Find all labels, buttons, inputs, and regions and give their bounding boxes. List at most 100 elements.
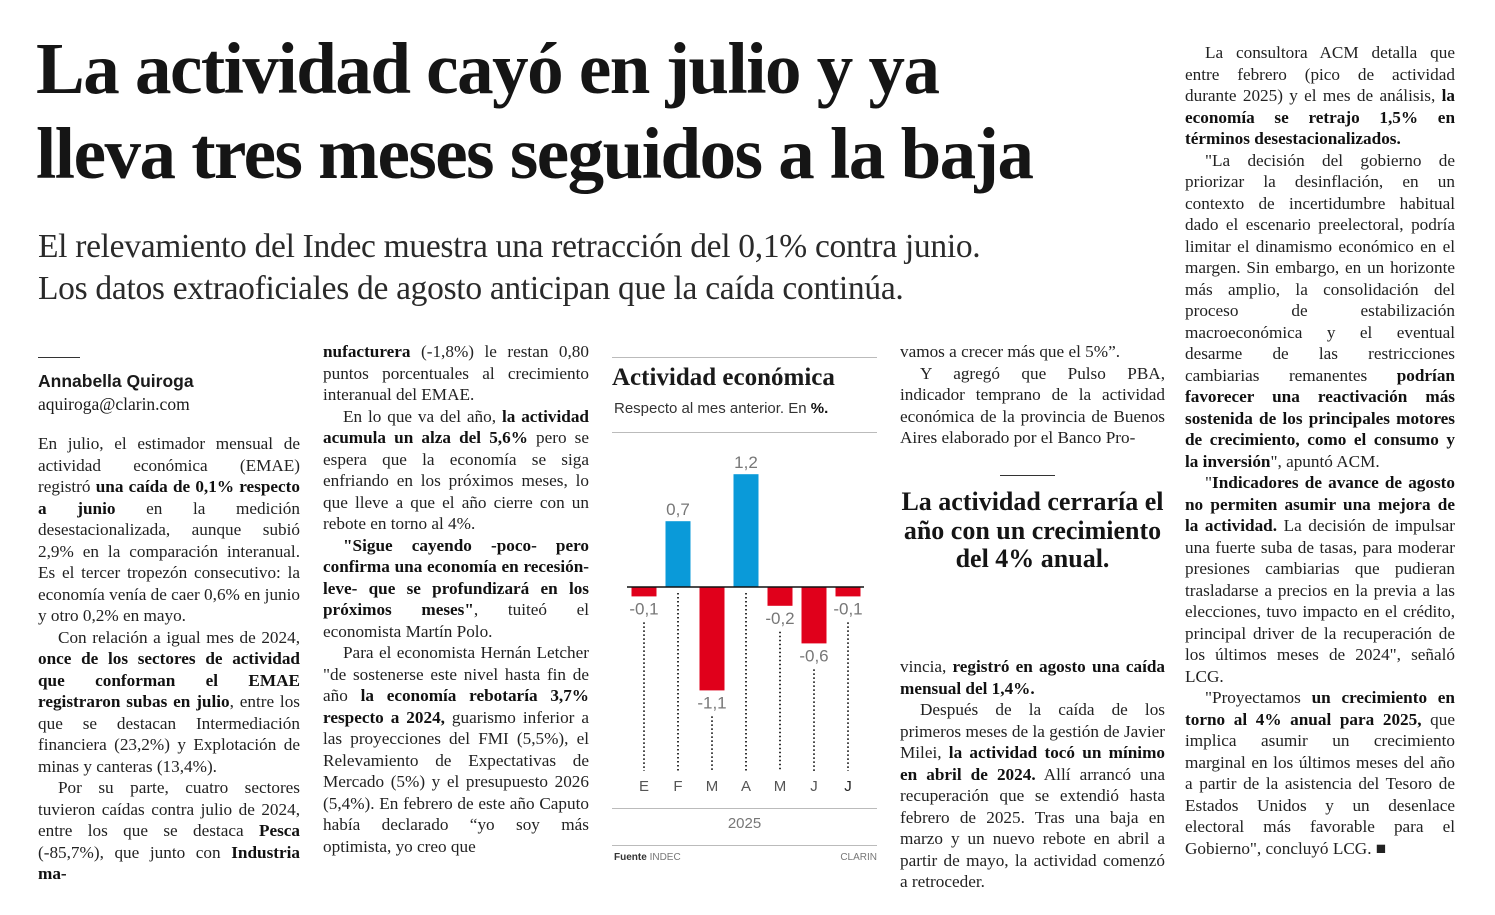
data-label: -0,1: [833, 599, 862, 618]
paragraph: "Indicadores de avance de agosto no perm…: [1185, 472, 1455, 687]
chart-subtitle: Respecto al mes anterior. En %.: [614, 400, 828, 417]
bold-text: la actividad tocó un mínimo en abril de …: [900, 743, 1165, 784]
author-name: Annabella Quiroga: [38, 371, 194, 391]
text: en la medición desestacionalizada, aunqu…: [38, 498, 301, 626]
text: guarismo inferior a las proyecciones del…: [323, 707, 589, 856]
text: Con relación a igual mes de 2024,: [58, 627, 300, 647]
text: "Proyectamos: [1205, 688, 1312, 707]
paragraph: vamos a crecer más que el 5%”.: [900, 341, 1165, 363]
chart-source: Fuente INDEC: [614, 852, 681, 863]
bar: [665, 521, 691, 587]
text: "La decisión del gobierno de priorizar l…: [1185, 150, 1455, 385]
paragraph: En lo que va del año, la actividad acumu…: [323, 406, 589, 535]
text: ", apuntó ACM.: [1270, 451, 1380, 471]
bold-text: Indicadores de avance de agosto no permi…: [1185, 473, 1455, 535]
subheadline-line: Los datos extraoficiales de agosto antic…: [38, 270, 904, 307]
chart-title: Actividad económica: [612, 364, 835, 391]
bold-text: Industria ma-: [38, 842, 300, 884]
x-tick-label: A: [741, 778, 751, 795]
paragraph: nufacturera (-1,8%) le restan 0,80 punto…: [323, 341, 589, 406]
text: Y agregó que Pulso PBA, indicador tempra…: [900, 363, 1165, 448]
text: , tuiteó el economista Martín Polo.: [323, 600, 590, 641]
bold-text: un crecimiento en torno al 4% anual para…: [1185, 688, 1455, 729]
chart-rule: [612, 808, 877, 809]
bold-text: registró en agosto una caída mensual del…: [900, 657, 1165, 698]
data-label: 1,2: [734, 453, 758, 472]
x-tick-label: E: [639, 778, 649, 795]
data-label: -0,2: [765, 609, 794, 628]
paragraph: "La decisión del gobierno de priorizar l…: [1185, 150, 1455, 473]
bold-text: Pesca: [258, 821, 300, 840]
text: Para el economista Hernán Letcher "de so…: [323, 643, 589, 705]
paragraph: Después de la caída de los primeros mese…: [900, 699, 1165, 893]
paragraph: La consultora ACM detalla que entre febr…: [1185, 42, 1455, 150]
chart-source-value: INDEC: [649, 852, 681, 863]
data-label: -0,1: [629, 599, 658, 618]
data-label: -0,6: [799, 646, 828, 665]
article-column-5: La consultora ACM detalla que entre febr…: [1185, 42, 1455, 859]
paragraph: "Proyectamos un crecimiento en torno al …: [1185, 687, 1455, 859]
chart-x-axis-label: 2025: [727, 815, 762, 832]
article-column-1: En julio, el estimador mensual de activi…: [38, 433, 300, 885]
subheadline-line: El relevamiento del Indec muestra una re…: [38, 228, 981, 265]
bar: [801, 587, 827, 644]
bold-text: nufacturera: [323, 342, 411, 361]
chart-rule: [612, 845, 877, 846]
bar: [631, 587, 657, 597]
subheadline: El relevamiento del Indec muestra una re…: [38, 226, 1138, 310]
text: Por su parte, cuatro sectores tuvieron c…: [38, 778, 300, 840]
x-tick-label: J: [810, 778, 818, 795]
text: En lo que va del año,: [343, 406, 502, 426]
article-column-2: nufacturera (-1,8%) le restan 0,80 punto…: [323, 341, 589, 857]
bold-text: una caída de 0,1% respecto a junio: [38, 477, 300, 518]
chart-subtitle-text: Respecto al mes anterior. En: [614, 400, 811, 417]
paragraph: Para el economista Hernán Letcher "de so…: [323, 642, 589, 857]
article-column-4-top: vamos a crecer más que el 5%”. Y agregó q…: [900, 341, 1165, 449]
author-email[interactable]: aquiroga@clarin.com: [38, 394, 190, 414]
bar: [733, 474, 759, 587]
bold-text: la actividad acumula un alza del 5,6%: [323, 406, 589, 448]
paragraph: "Sigue cayendo -poco- pero confirma una …: [323, 535, 589, 643]
paragraph: Y agregó que Pulso PBA, indicador tempra…: [900, 363, 1165, 449]
text: En julio, el estimador mensual de activi…: [38, 434, 300, 496]
x-tick-label: F: [673, 778, 682, 795]
x-tick-label: M: [706, 778, 719, 795]
bold-text: podrían favorecer una reactivación más s…: [1185, 365, 1455, 471]
x-tick-label: J: [844, 778, 852, 795]
bar: [767, 587, 793, 606]
chart-top-rule: [612, 357, 877, 358]
bar: [699, 587, 725, 691]
text: que implica asumir un crecimiento margin…: [1185, 709, 1455, 858]
pull-quote-divider: [1000, 475, 1055, 476]
text: La consultora ACM detalla que entre febr…: [1185, 43, 1455, 105]
text: vincia,: [900, 657, 953, 676]
text: pero se espera que la economía se siga e…: [323, 428, 590, 533]
text: , entre los que se destacan Intermediaci…: [38, 692, 300, 776]
data-label: 0,7: [666, 500, 690, 519]
pull-quote: La actividad cerraría el año con un crec…: [901, 487, 1164, 573]
text: vamos a crecer más que el 5%”.: [900, 342, 1120, 361]
text: Allí arrancó una recuperación que se ext…: [900, 764, 1165, 892]
text: Después de la caída de los primeros mese…: [900, 700, 1165, 762]
bold-text: la economía rebotaría 3,7% respecto a 20…: [323, 686, 589, 727]
data-label: -1,1: [697, 693, 726, 712]
paragraph: Con relación a igual mes de 2024, once d…: [38, 627, 300, 778]
x-tick-label: M: [774, 778, 787, 795]
bar-chart: -0,1 E 0,7 F -1,1 M 1,2 A -0,2 M -0,6 J -0,1 J: [627, 453, 864, 795]
headline-line: La actividad cayó en julio y ya: [36, 28, 940, 109]
chart-rule: [612, 432, 877, 433]
bold-text: la economía se retrajo 1,5% en términos …: [1185, 86, 1455, 148]
chart-source-label: Fuente: [614, 852, 647, 863]
text: La decisión de impulsar una fuerte suba …: [1185, 516, 1456, 686]
paragraph: Por su parte, cuatro sectores tuvieron c…: [38, 777, 300, 885]
bold-text: once de los sectores de actividad que co…: [38, 649, 300, 711]
headline-line: lleva tres meses seguidos a la baja: [36, 113, 1034, 194]
chart-subtitle-unit: %.: [810, 400, 829, 417]
article-column-4-bottom: vincia, registró en agosto una caída men…: [900, 656, 1165, 893]
text: ": [1205, 473, 1213, 492]
text: (-85,7%), que junto con: [38, 842, 232, 862]
text: (-1,8%) le restan 0,80 puntos porcentual…: [323, 342, 589, 404]
bar: [835, 587, 861, 597]
paragraph: vincia, registró en agosto una caída men…: [900, 656, 1165, 699]
chart-credit: CLARIN: [840, 852, 877, 863]
